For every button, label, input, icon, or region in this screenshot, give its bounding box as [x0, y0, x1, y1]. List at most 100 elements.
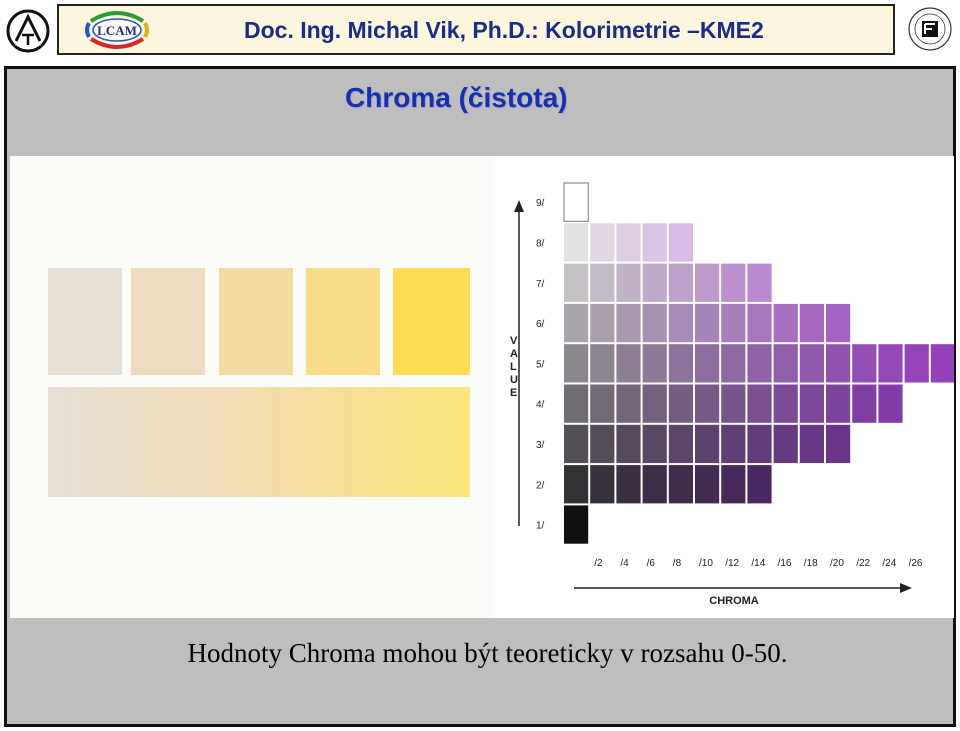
value-tick-label: 5/ [536, 359, 545, 370]
munsell-chart-panel: 9/8/7/6/5/4/3/2/1/ /2/4/6/8/10/12/14/16/1… [494, 156, 954, 618]
munsell-chip [616, 344, 641, 383]
illustration-area: 9/8/7/6/5/4/3/2/1/ /2/4/6/8/10/12/14/16/1… [10, 156, 954, 618]
value-tick-label: 2/ [536, 480, 545, 491]
munsell-chip [852, 344, 877, 383]
chroma-gradient-bar [48, 387, 470, 497]
munsell-chip [747, 384, 772, 423]
value-tick-label: 7/ [536, 279, 545, 290]
munsell-chip [721, 424, 746, 464]
munsell-chip [878, 384, 903, 423]
munsell-chip [590, 303, 615, 343]
munsell-chip [904, 344, 929, 383]
munsell-chip [773, 344, 798, 383]
chroma-tick-label: /18 [804, 558, 818, 569]
chroma-swatch-panel [10, 156, 492, 618]
university-emblem-icon [6, 9, 50, 53]
munsell-chip [668, 223, 693, 262]
munsell-chip [642, 344, 667, 383]
munsell-chip [668, 424, 693, 464]
munsell-chip [747, 263, 772, 302]
munsell-chip [590, 465, 615, 504]
munsell-chip [616, 465, 641, 504]
munsell-chip [590, 263, 615, 302]
munsell-chip [799, 344, 824, 383]
chroma-tick-label: /26 [909, 558, 923, 569]
munsell-chip [826, 303, 851, 343]
value-tick-label: 1/ [536, 521, 545, 532]
chroma-axis-arrowhead [900, 583, 912, 593]
chroma-tick-label: /20 [830, 558, 844, 569]
munsell-chip [668, 384, 693, 423]
munsell-chip [826, 424, 851, 464]
munsell-chip [826, 344, 851, 383]
munsell-chip [590, 424, 615, 464]
munsell-chip [878, 344, 903, 383]
value-axis-title-letter: U [510, 374, 518, 386]
munsell-chip [668, 344, 693, 383]
munsell-chip [826, 384, 851, 423]
header-title: Doc. Ing. Michal Vik, Ph.D.: Kolorimetri… [244, 17, 764, 43]
value-axis-title-letter: E [510, 387, 517, 399]
munsell-chip [642, 303, 667, 343]
chroma-tick-label: /8 [673, 558, 682, 569]
munsell-chip [695, 344, 720, 383]
chroma-swatch [48, 268, 122, 375]
munsell-chip [642, 465, 667, 504]
munsell-chip [668, 465, 693, 504]
munsell-chip [616, 303, 641, 343]
value-tick-label: 8/ [536, 238, 545, 249]
munsell-chip [668, 303, 693, 343]
chroma-tick-label: /10 [699, 558, 713, 569]
munsell-chip [773, 303, 798, 343]
chroma-tick-label: /14 [751, 558, 765, 569]
munsell-chip [721, 303, 746, 343]
munsell-chip [590, 384, 615, 423]
neutral-chip [564, 223, 589, 262]
chroma-axis-title: CHROMA [709, 595, 759, 607]
value-tick-label: 9/ [536, 198, 545, 209]
header-banner: LCAM Doc. Ing. Michal Vik, Ph.D.: Kolori… [57, 4, 895, 55]
munsell-chip [616, 263, 641, 302]
faculty-seal-icon [908, 7, 952, 51]
value-tick-label: 4/ [536, 400, 545, 411]
munsell-value-chroma-chart: 9/8/7/6/5/4/3/2/1/ /2/4/6/8/10/12/14/16/1… [510, 182, 954, 607]
munsell-chip [930, 344, 954, 383]
value-axis-title-letter: V [510, 335, 518, 347]
munsell-chip [747, 465, 772, 504]
value-tick-label: 6/ [536, 319, 545, 330]
lcam-logo: LCAM [83, 9, 151, 51]
chroma-tick-label: /22 [856, 558, 870, 569]
chroma-swatch [131, 268, 205, 375]
munsell-chip [616, 424, 641, 464]
value-axis-title-letter: A [510, 348, 518, 360]
munsell-chip [852, 384, 877, 423]
neutral-chip [564, 303, 589, 343]
munsell-chip [616, 223, 641, 262]
neutral-chip [564, 424, 589, 464]
neutral-chip [564, 344, 589, 383]
munsell-chip [799, 303, 824, 343]
munsell-chip [721, 465, 746, 504]
munsell-chip [642, 424, 667, 464]
munsell-chip [590, 344, 615, 383]
munsell-chip [799, 384, 824, 423]
chroma-tick-label: /12 [725, 558, 739, 569]
neutral-chip [564, 263, 589, 302]
chroma-swatch [306, 268, 380, 375]
munsell-chip [695, 303, 720, 343]
munsell-chip [642, 384, 667, 423]
munsell-chip [747, 303, 772, 343]
munsell-chip [695, 384, 720, 423]
neutral-chip [563, 182, 589, 222]
chroma-tick-label: /16 [778, 558, 792, 569]
value-axis-arrowhead [514, 200, 524, 212]
munsell-chip [773, 384, 798, 423]
chroma-tick-label: /6 [647, 558, 656, 569]
value-tick-label: 3/ [536, 440, 545, 451]
chroma-tick-label: /2 [594, 558, 603, 569]
munsell-chip [747, 424, 772, 464]
chroma-swatch [219, 268, 293, 375]
slide-title: Chroma (čistota) [345, 82, 568, 113]
munsell-chip [695, 465, 720, 504]
munsell-chip [695, 424, 720, 464]
